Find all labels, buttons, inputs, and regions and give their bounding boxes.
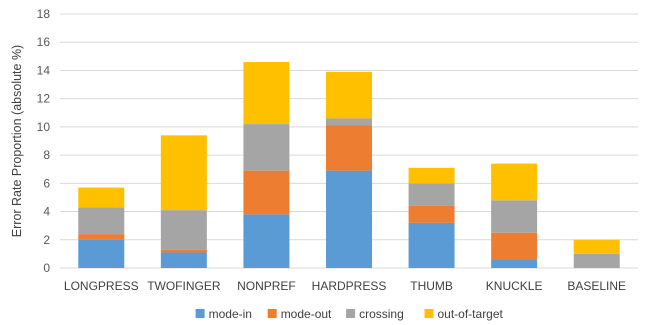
bar-thumb-mode-in bbox=[408, 222, 455, 268]
bars bbox=[78, 61, 620, 268]
x-category-label: TWOFINGER bbox=[147, 279, 221, 293]
bar-hardpress-out-of-target bbox=[326, 71, 372, 119]
y-tick-label: 16 bbox=[37, 35, 51, 49]
bar-hardpress-mode-in bbox=[326, 170, 372, 268]
y-tick-label: 10 bbox=[37, 120, 51, 134]
legend-swatch-crossing bbox=[346, 309, 356, 318]
bar-twofinger-out-of-target bbox=[160, 135, 207, 211]
bar-nonpref-mode-out bbox=[243, 170, 290, 215]
bar-hardpress-crossing bbox=[326, 118, 372, 126]
bar-knuckle-mode-in bbox=[491, 259, 538, 268]
x-category-labels: LONGPRESS TWOFINGER NONPREF HARDPRESS THUMB K… bbox=[64, 279, 626, 293]
legend-swatch-out-of-target bbox=[424, 309, 434, 318]
legend-label-mode-out: mode-out bbox=[281, 307, 332, 321]
bar-twofinger-crossing bbox=[160, 210, 207, 250]
bar-twofinger-mode-in bbox=[160, 252, 207, 268]
y-tick-label: 12 bbox=[37, 92, 51, 106]
y-tick-labels: 0 2 4 6 8 10 12 14 16 18 bbox=[37, 7, 51, 275]
legend: mode-in mode-out crossing out-of-target bbox=[195, 307, 504, 321]
x-category-label: BASELINE bbox=[567, 279, 626, 293]
legend-label-out-of-target: out-of-target bbox=[438, 307, 504, 321]
bar-longpress-out-of-target bbox=[78, 187, 125, 208]
bar-nonpref-crossing bbox=[243, 124, 290, 171]
bar-twofinger-mode-out bbox=[160, 249, 207, 253]
y-tick-label: 0 bbox=[43, 261, 50, 275]
legend-label-mode-in: mode-in bbox=[209, 307, 252, 321]
bar-baseline-crossing bbox=[573, 253, 620, 268]
y-tick-label: 8 bbox=[43, 148, 50, 162]
bar-thumb-mode-out bbox=[408, 205, 455, 223]
x-category-label: THUMB bbox=[410, 279, 453, 293]
y-tick-label: 18 bbox=[37, 7, 51, 21]
y-tick-label: 2 bbox=[43, 233, 50, 247]
x-category-label: NONPREF bbox=[237, 279, 296, 293]
y-tick-label: 14 bbox=[37, 63, 51, 77]
bar-nonpref-out-of-target bbox=[243, 61, 290, 125]
y-axis-label: Error Rate Proportion (absolute %) bbox=[10, 45, 24, 237]
y-tick-label: 6 bbox=[43, 176, 50, 190]
bar-knuckle-mode-out bbox=[491, 232, 538, 260]
x-category-label: HARDPRESS bbox=[312, 279, 387, 293]
bar-longpress-crossing bbox=[78, 207, 125, 235]
x-category-label: KNUCKLE bbox=[486, 279, 543, 293]
legend-label-crossing: crossing bbox=[359, 307, 404, 321]
bar-longpress-mode-in bbox=[78, 239, 125, 268]
y-tick-label: 4 bbox=[43, 205, 50, 219]
bar-nonpref-mode-in bbox=[243, 214, 290, 268]
bar-thumb-out-of-target bbox=[408, 167, 455, 184]
bar-knuckle-crossing bbox=[491, 200, 538, 233]
legend-swatch-mode-out bbox=[267, 309, 277, 318]
bar-thumb-crossing bbox=[408, 183, 455, 206]
bar-baseline-out-of-target bbox=[573, 239, 620, 254]
legend-swatch-mode-in bbox=[195, 309, 205, 318]
bar-hardpress-mode-out bbox=[326, 125, 372, 171]
bar-longpress-mode-out bbox=[78, 234, 125, 240]
x-category-label: LONGPRESS bbox=[64, 279, 139, 293]
bar-knuckle-out-of-target bbox=[491, 163, 538, 201]
